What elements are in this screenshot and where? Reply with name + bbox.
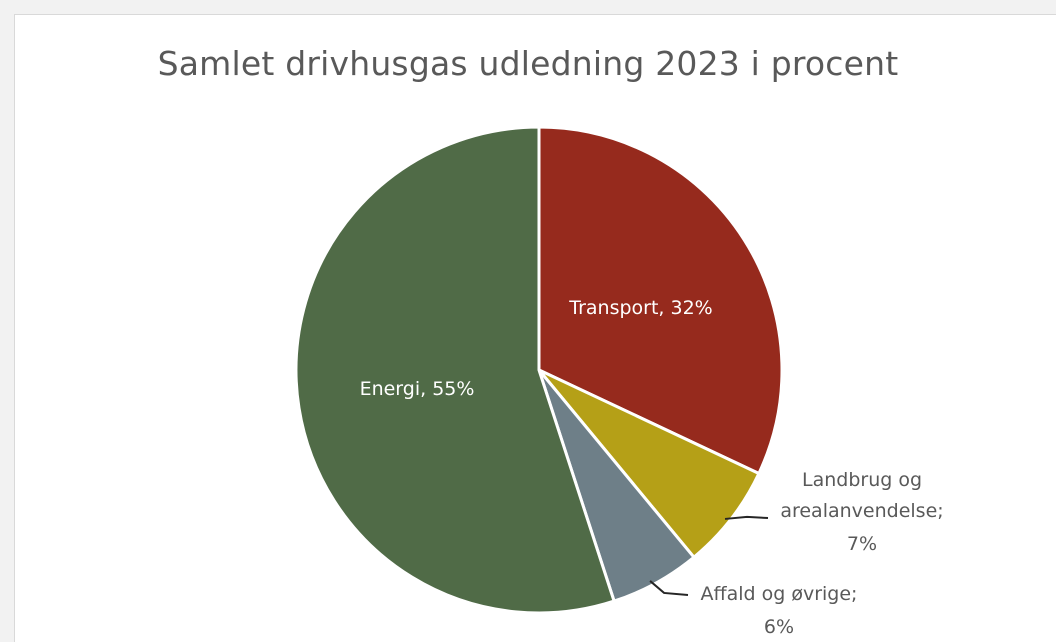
data-label-landbrug-line2: arealanvendelse; <box>780 500 943 522</box>
pie-slice-transport <box>537 125 784 475</box>
leader-line-landbrug <box>724 515 769 520</box>
pie-slice-energi <box>294 125 616 615</box>
data-label-affald-line1: Affald og øvrige; <box>701 583 858 605</box>
data-label-affald-value: 6% <box>764 616 794 638</box>
data-label-landbrug-line1: Landbrug og <box>802 469 922 491</box>
data-label-transport: Transport, 32% <box>568 297 712 319</box>
data-label-energi: Energi, 55% <box>360 378 475 400</box>
data-label-landbrug-value: 7% <box>847 533 877 555</box>
leader-line-affald <box>649 580 689 596</box>
chart-title: Samlet drivhusgas udledning 2023 i proce… <box>157 44 899 83</box>
